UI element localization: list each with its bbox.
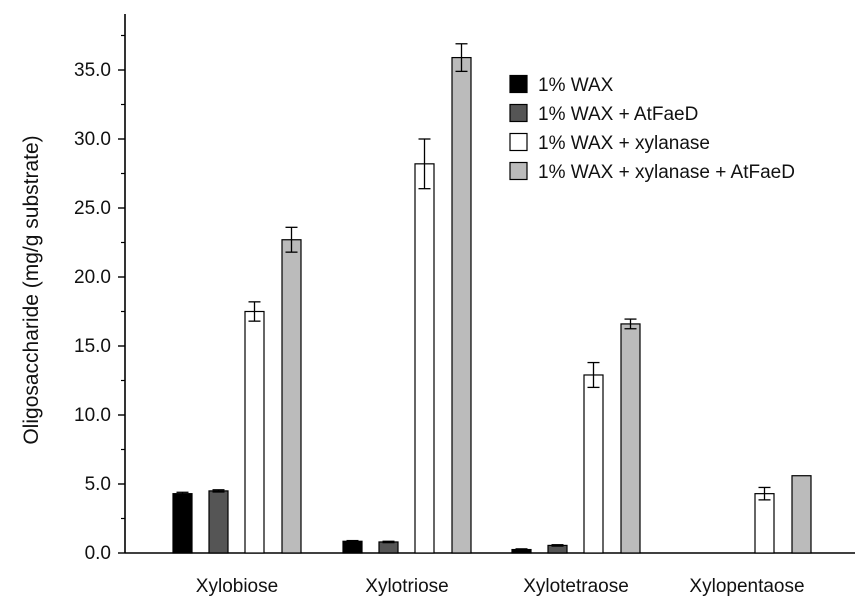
y-tick-label: 5.0 — [85, 474, 111, 495]
legend-label: 1% WAX + AtFaeD — [538, 104, 698, 125]
y-tick-label: 35.0 — [74, 60, 111, 81]
bar — [452, 58, 471, 553]
bar — [282, 240, 301, 553]
bar — [621, 324, 640, 553]
bar — [792, 476, 811, 553]
y-tick-label: 15.0 — [74, 336, 111, 357]
x-category-label: Xylopentaose — [689, 576, 804, 597]
legend-label: 1% WAX + xylanase + AtFaeD — [538, 162, 795, 183]
y-axis-title: Oligosaccharide (mg/g substrate) — [20, 135, 43, 444]
legend-label: 1% WAX — [538, 75, 614, 96]
legend-swatch — [510, 76, 527, 93]
legend-label: 1% WAX + xylanase — [538, 133, 710, 154]
y-tick-label: 10.0 — [74, 405, 111, 426]
bar — [173, 494, 192, 553]
bar — [415, 164, 434, 553]
x-category-label: Xylobiose — [196, 576, 278, 597]
bar — [755, 494, 774, 553]
y-tick-label: 25.0 — [74, 198, 111, 219]
y-tick-label: 20.0 — [74, 267, 111, 288]
x-category-label: Xylotetraose — [523, 576, 629, 597]
x-category-label: Xylotriose — [365, 576, 448, 597]
bar — [245, 312, 264, 554]
legend-swatch — [510, 163, 527, 180]
legend-swatch — [510, 134, 527, 151]
legend: 1% WAX 1% WAX + AtFaeD 1% WAX + xylanase 1%… — [510, 75, 795, 183]
legend-swatch — [510, 105, 527, 122]
y-tick-label: 0.0 — [85, 543, 111, 564]
bars — [173, 44, 811, 553]
bar — [584, 375, 603, 553]
bar — [209, 491, 228, 553]
bar — [343, 541, 362, 553]
y-tick-label: 30.0 — [74, 129, 111, 150]
bar — [379, 542, 398, 553]
